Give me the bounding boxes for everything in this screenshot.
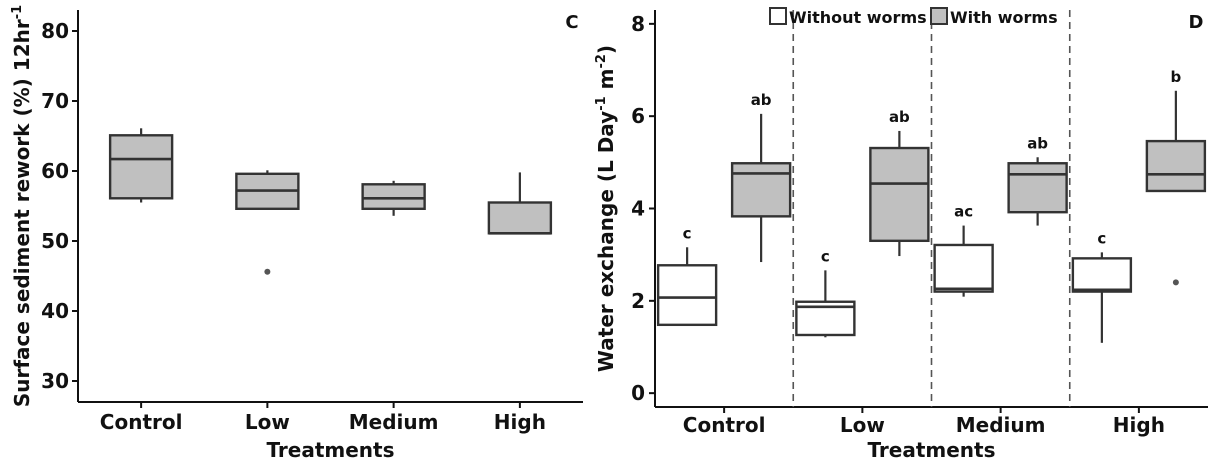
legend-swatch-with-worms [930,7,948,25]
panel-c: 30 40 50 60 70 80 Control Low Medium High Treatmen… [10,5,583,462]
x-tick-label: Low [245,410,290,434]
box-high-with-worms-outlier [1172,279,1179,286]
y-axis-title-superscript: -1 [594,96,609,110]
box-medium-with-worms-box [1007,162,1068,214]
legend-label: Without worms [789,8,927,27]
x-tick-label: Low [840,413,885,437]
y-tick-label: 70 [41,89,69,113]
y-axis-title-text: Water exchange (L Day [594,111,618,372]
y-tick-label: 60 [41,159,69,183]
x-tick-label: Medium [349,410,439,434]
box-medium-without-worms-box [933,243,994,293]
x-tick-label: Control [100,410,183,434]
y-tick-label: 30 [41,369,69,393]
y-axis-title: Surface sediment rework (%) 12hr-1 [10,5,34,407]
box-high-with-worms-box [1145,139,1207,193]
y-tick-label: 0 [631,381,645,405]
legend-label: With worms [950,8,1058,27]
x-tick-label: High [494,410,546,434]
box-medium-box [361,183,426,211]
x-axis-title: Treatments [266,438,394,462]
box-control-with-worms-box [730,162,792,218]
y-axis-title-text: ) [594,45,618,54]
box-low-outlier [264,268,271,275]
panel-d: 0 2 4 6 8 Control Low Medium High c ab c ab ac ab c b Tre… [594,7,1208,462]
y-axis-title-text: Surface sediment rework (%) 12hr [10,19,34,407]
significance-letter: ab [751,91,772,109]
y-tick-label: 6 [631,104,645,128]
significance-letter: c [821,247,830,265]
x-axis-title: Treatments [867,438,995,462]
panel-label: D [1189,12,1204,33]
x-tick-label: Medium [956,413,1046,437]
significance-letter: ac [954,203,973,221]
y-tick-label: 8 [631,12,645,36]
significance-letter: b [1171,68,1182,86]
y-axis-title: Water exchange (L Day-1 m-2) [594,45,618,372]
y-tick-label: 4 [631,197,645,221]
significance-letter: ab [1027,134,1048,152]
box-control-without-worms-box [656,264,718,327]
box-high-without-worms-box [1071,257,1133,293]
y-tick-label: 50 [41,229,69,253]
y-axis-title-text: m [594,69,618,97]
box-low-with-worms-box [869,146,930,243]
panel-label: C [565,12,578,33]
x-tick-label: High [1113,413,1165,437]
significance-letter: c [1097,229,1106,247]
legend-swatch-without-worms [769,7,787,25]
box-high-box [487,201,553,235]
y-tick-label: 40 [41,299,69,323]
significance-letter: c [683,224,692,242]
y-axis-title-superscript: -1 [10,5,25,19]
box-control-box [108,134,174,200]
significance-letter: ab [889,108,910,126]
x-tick-label: Control [683,413,766,437]
y-tick-label: 80 [41,19,69,43]
y-axis-title-superscript: -2 [594,54,609,68]
y-tick-label: 2 [631,289,645,313]
